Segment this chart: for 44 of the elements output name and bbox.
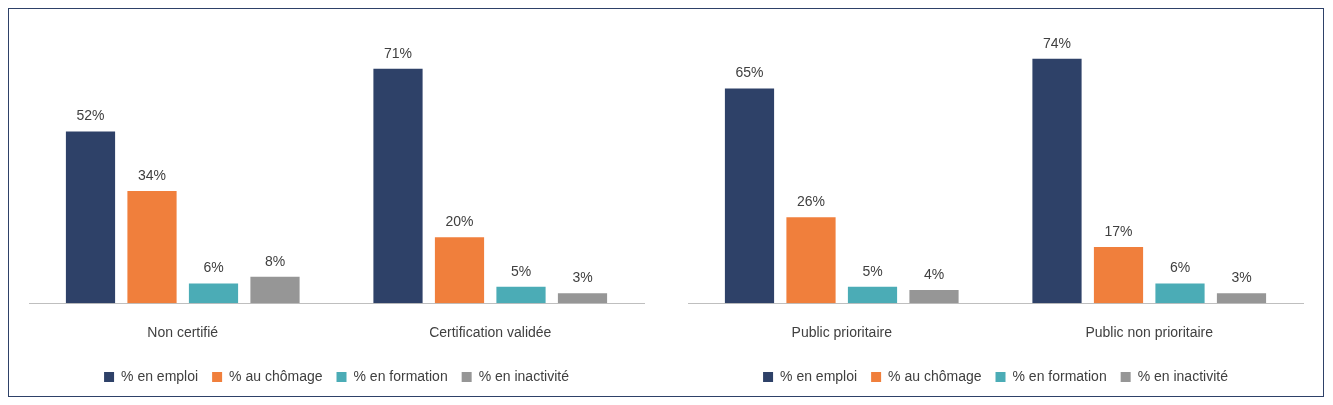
x-tick-label: Non certifié xyxy=(147,324,219,341)
data-label: 34% xyxy=(137,166,167,183)
bar xyxy=(496,286,546,304)
data-label: 6% xyxy=(203,259,224,276)
data-label: 8% xyxy=(264,252,286,269)
bar xyxy=(250,276,300,304)
bar xyxy=(724,88,775,304)
legend-label: % au chômage xyxy=(888,367,982,384)
x-tick-label: Public prioritaire xyxy=(791,324,893,341)
data-label: 3% xyxy=(572,269,593,286)
bar xyxy=(847,286,898,304)
bar xyxy=(557,293,608,304)
bar xyxy=(1093,247,1144,304)
data-label: 5% xyxy=(862,262,883,279)
bar xyxy=(127,190,177,304)
data-label: 65% xyxy=(735,64,764,81)
data-label: 17% xyxy=(1104,222,1133,239)
data-label: 71% xyxy=(383,44,413,61)
bar xyxy=(188,283,239,304)
bar xyxy=(909,289,959,304)
x-tick-label: Public non prioritaire xyxy=(1085,324,1214,341)
legend-label: % en emploi xyxy=(121,367,199,384)
bar xyxy=(373,68,423,304)
data-label: 5% xyxy=(510,262,532,279)
legend-label: % en formation xyxy=(1012,367,1107,384)
data-label: 74% xyxy=(1042,34,1072,51)
bar xyxy=(786,217,836,304)
data-label: 4% xyxy=(923,265,945,282)
legend-label: % en inactivité xyxy=(478,367,570,384)
bar xyxy=(434,237,485,304)
legend-label: % en formation xyxy=(353,367,448,384)
data-label: 3% xyxy=(1231,269,1252,286)
data-label: 52% xyxy=(76,107,105,124)
data-label: 20% xyxy=(445,213,474,230)
data-label: 6% xyxy=(1169,259,1191,276)
legend-label: % en inactivité xyxy=(1137,367,1229,384)
data-label: 26% xyxy=(796,193,826,210)
bar xyxy=(1032,58,1082,304)
bar xyxy=(65,131,116,304)
bar xyxy=(1216,293,1267,304)
bar xyxy=(1155,283,1205,304)
legend-label: % en emploi xyxy=(780,367,858,384)
x-tick-label: Certification validée xyxy=(429,324,552,341)
legend-label: % au chômage xyxy=(229,367,323,384)
